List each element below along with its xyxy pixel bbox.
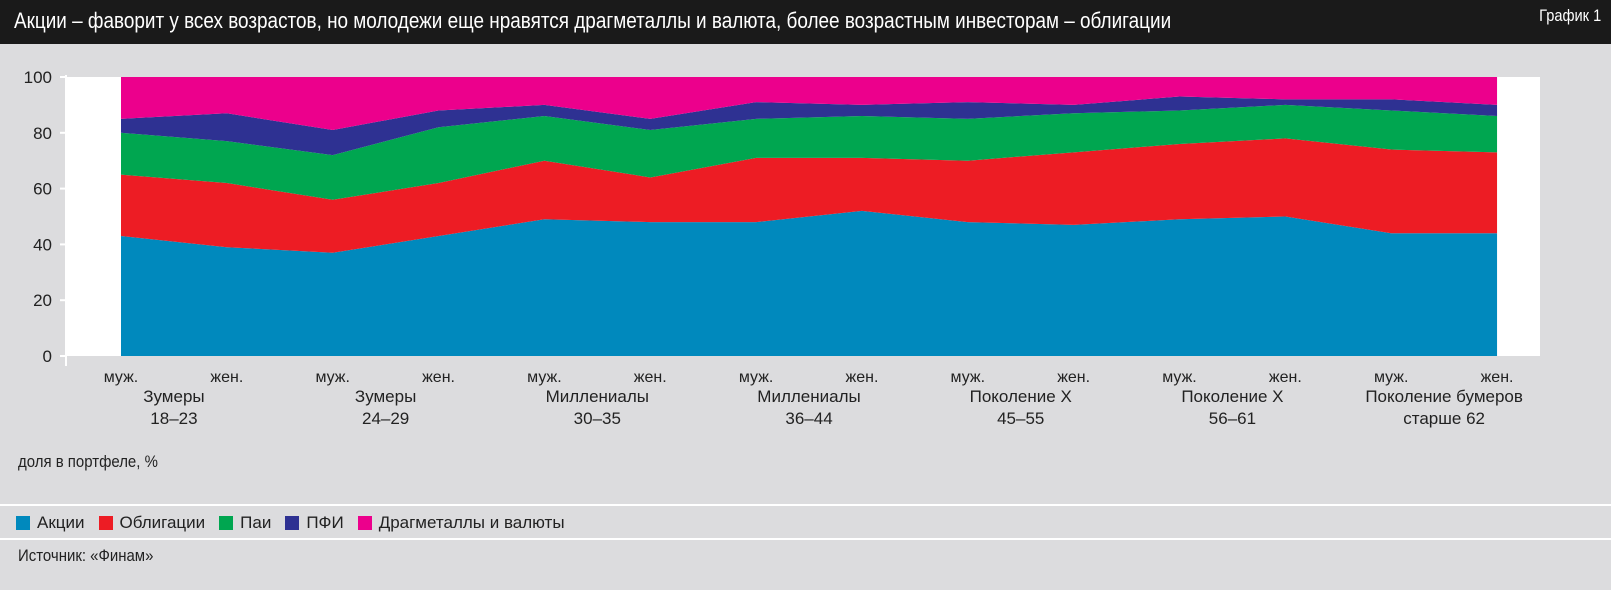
x-tick-label: жен. [1269,369,1302,386]
legend-swatch [357,516,372,530]
x-tick-label: муж. [104,369,139,386]
area-series-1 [121,138,1498,253]
group-label: Зумеры [355,387,416,406]
group-label: Зумеры [143,387,204,406]
legend-label: Драгметаллы и валюты [378,513,565,532]
group-label: 45–55 [997,409,1044,428]
divider [0,504,1611,506]
legend-label: ПФИ [306,513,344,532]
x-tick-label: муж. [527,369,562,386]
group-label: 36–44 [785,409,832,428]
legend-item: Облигации [98,513,206,533]
legend-item: Драгметаллы и валюты [357,513,565,533]
x-tick-label: жен. [210,369,243,386]
area-series-2 [121,104,1498,200]
legend-label: Облигации [119,513,206,532]
area-series-3 [121,96,1498,156]
legend-swatch [285,516,300,530]
x-tick-label: муж. [951,369,986,386]
group-label: Миллениалы [757,387,860,406]
x-tick-label: муж. [315,369,350,386]
legend-item: Акции [16,513,85,533]
group-label: Поколение X [970,387,1072,406]
legend: Акции Облигации Паи ПФИ Драгметаллы и валюты [16,513,565,533]
group-label: 18–23 [150,409,197,428]
y-tick-label: 60 [33,180,52,199]
y-tick-label: 20 [33,291,52,310]
y-tick-label: 0 [43,347,52,366]
legend-swatch [16,516,30,530]
group-label: 24–29 [362,409,409,428]
source: Источник: «Финам» [18,546,154,565]
legend-label: Акции [37,513,85,532]
x-tick-label: муж. [1374,369,1409,386]
divider [0,538,1611,540]
x-tick-label: жен. [1481,369,1514,386]
area-series-0 [121,210,1498,356]
group-label: Поколение бумеров [1365,387,1523,406]
y-axis-label: доля в портфеле, % [18,452,158,471]
group-label: 30–35 [574,409,621,428]
legend-swatch [98,516,113,530]
chart-title: Акции – фаворит у всех возрастов, но мол… [14,8,1172,33]
group-label: старше 62 [1403,409,1485,428]
y-tick-label: 80 [33,124,52,143]
legend-item: ПФИ [285,513,344,533]
group-label: 56–61 [1209,409,1256,428]
x-tick-label: муж. [1162,369,1197,386]
x-tick-label: жен. [846,369,879,386]
chart-number: График 1 [1538,6,1601,25]
x-tick-label: муж. [739,369,774,386]
x-tick-label: жен. [422,369,455,386]
y-tick-label: 100 [24,68,52,87]
group-label: Поколение X [1181,387,1283,406]
group-label: Миллениалы [546,387,649,406]
area-series-4 [121,77,1498,131]
legend-item: Паи [219,513,271,533]
legend-label: Паи [240,513,272,532]
y-tick-label: 40 [33,235,52,254]
x-tick-label: жен. [634,369,667,386]
x-tick-label: жен. [1057,369,1090,386]
legend-swatch [219,516,234,530]
title-bar: Акции – фаворит у всех возрастов, но мол… [0,0,1611,44]
chart: 0 20 40 60 80 100 муж. жен. муж. жен. муж. жен. муж.… [24,68,1540,428]
